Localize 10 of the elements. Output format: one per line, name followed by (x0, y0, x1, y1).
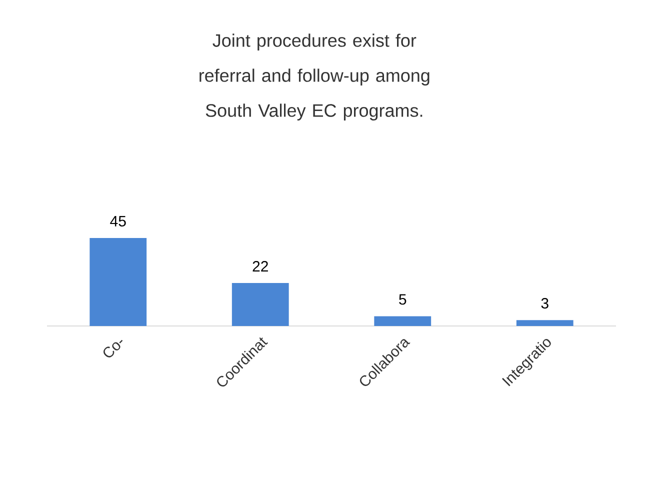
bar (232, 282, 289, 326)
x-tick-label: Co- (104, 340, 123, 358)
data-label: 3 (541, 298, 548, 309)
data-label: 22 (252, 260, 268, 272)
chart-title: Joint procedures exist for referral and follow-up among South Valley EC programs. (200, 34, 430, 120)
data-label: 45 (110, 216, 126, 226)
bar (90, 238, 147, 326)
bar (374, 316, 432, 326)
bar (516, 320, 574, 326)
data-label: 5 (399, 294, 406, 305)
